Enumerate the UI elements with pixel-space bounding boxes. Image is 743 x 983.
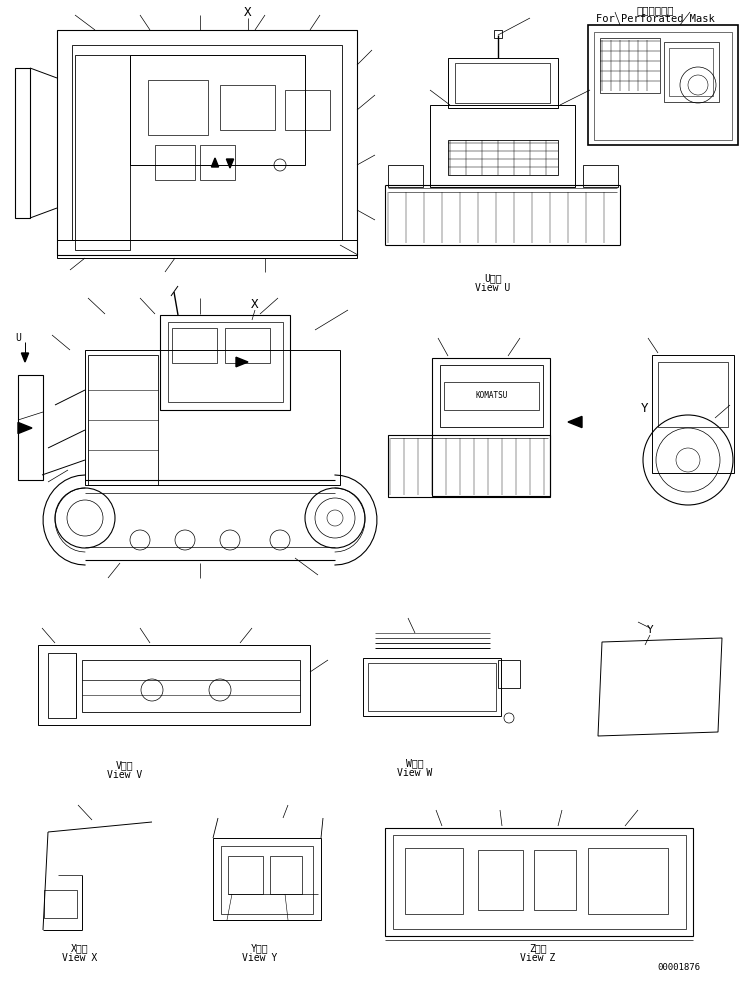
Text: View Z: View Z xyxy=(520,953,556,963)
Polygon shape xyxy=(18,423,32,434)
Bar xyxy=(48,653,76,718)
Text: Y　視: Y 視 xyxy=(251,943,269,953)
Text: U　視: U 視 xyxy=(484,273,502,283)
Bar xyxy=(652,355,734,473)
Bar xyxy=(498,660,520,688)
Bar xyxy=(200,145,235,180)
Bar xyxy=(363,658,501,716)
Bar xyxy=(15,68,30,218)
Bar xyxy=(534,850,576,910)
Polygon shape xyxy=(22,353,28,362)
Text: View U: View U xyxy=(476,283,510,293)
Bar xyxy=(130,55,305,165)
Bar xyxy=(88,355,158,485)
Bar xyxy=(57,240,357,258)
Bar xyxy=(583,165,618,187)
Bar xyxy=(448,140,558,175)
Text: 00001876: 00001876 xyxy=(657,963,700,972)
Text: View X: View X xyxy=(62,953,97,963)
Bar xyxy=(213,838,321,920)
Bar xyxy=(588,848,668,914)
Bar xyxy=(57,30,357,255)
Bar xyxy=(600,38,660,93)
Bar xyxy=(455,63,550,103)
Polygon shape xyxy=(568,417,582,428)
Bar xyxy=(388,435,550,497)
Bar xyxy=(368,663,496,711)
Bar xyxy=(72,45,342,240)
Bar xyxy=(82,660,300,712)
Text: View W: View W xyxy=(398,768,432,778)
Bar xyxy=(220,85,275,130)
Bar xyxy=(18,375,43,480)
Text: X　視: X 視 xyxy=(71,943,89,953)
Bar xyxy=(385,828,693,936)
Bar xyxy=(160,315,290,410)
Bar xyxy=(228,856,263,894)
Text: Y: Y xyxy=(646,625,653,635)
Bar xyxy=(270,856,302,894)
Polygon shape xyxy=(227,159,233,168)
Text: V　視: V 視 xyxy=(116,760,134,770)
Text: Y: Y xyxy=(641,401,649,415)
Bar xyxy=(148,80,208,135)
Bar xyxy=(430,105,575,187)
Bar xyxy=(225,328,270,363)
Text: X: X xyxy=(251,299,259,312)
Bar xyxy=(75,55,130,250)
Text: View V: View V xyxy=(108,770,143,780)
Bar xyxy=(432,358,550,496)
Bar xyxy=(664,42,719,102)
Text: KOMATSU: KOMATSU xyxy=(476,391,508,400)
Bar xyxy=(168,322,283,402)
Bar xyxy=(448,58,558,108)
Bar xyxy=(38,645,310,725)
Bar xyxy=(393,835,686,929)
Polygon shape xyxy=(236,357,248,367)
Polygon shape xyxy=(212,158,218,167)
Bar xyxy=(588,25,738,145)
Bar xyxy=(440,365,543,427)
Bar xyxy=(388,165,423,187)
Text: U: U xyxy=(15,333,21,343)
Bar xyxy=(669,48,713,96)
Text: X: X xyxy=(244,6,252,19)
Text: For Perforated Mask: For Perforated Mask xyxy=(596,14,714,24)
Bar xyxy=(155,145,195,180)
Bar xyxy=(444,382,539,410)
Bar xyxy=(85,350,340,485)
Text: Z　視: Z 視 xyxy=(529,943,547,953)
Bar xyxy=(221,846,313,914)
Bar xyxy=(494,30,502,38)
Bar xyxy=(44,890,77,918)
Text: View Y: View Y xyxy=(242,953,278,963)
Bar xyxy=(594,32,732,140)
Bar xyxy=(658,362,728,427)
Bar xyxy=(172,328,217,363)
Text: 丸穴マスク用: 丸穴マスク用 xyxy=(636,5,674,15)
Text: W　視: W 視 xyxy=(406,758,424,768)
Bar xyxy=(478,850,523,910)
Bar xyxy=(405,848,463,914)
Bar xyxy=(285,90,330,130)
